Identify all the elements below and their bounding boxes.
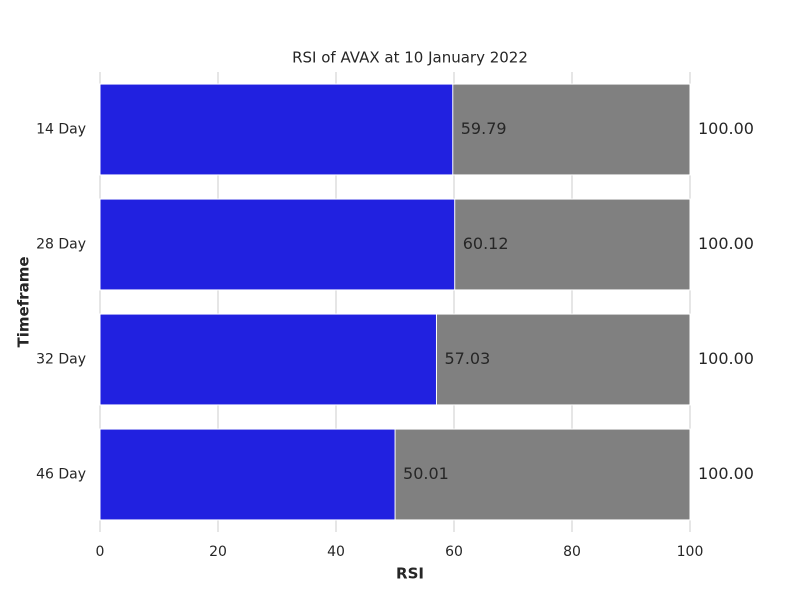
x-tick-label: 100 (677, 544, 704, 560)
bar (99, 198, 456, 291)
y-tick-label: 46 Day (36, 467, 86, 483)
y-tick-label: 28 Day (36, 237, 86, 253)
value-label: 60.12 (463, 234, 509, 253)
value-label: 59.79 (461, 119, 507, 138)
y-tick-label: 14 Day (36, 122, 86, 138)
y-axis-label: Timeframe (15, 256, 33, 347)
value-label: 57.03 (444, 349, 490, 368)
x-tick-label: 20 (209, 544, 227, 560)
bar (99, 428, 396, 521)
y-tick-label: 32 Day (36, 352, 86, 368)
x-tick-label: 40 (327, 544, 345, 560)
x-tick-label: 80 (563, 544, 581, 560)
chart-title: RSI of AVAX at 10 January 2022 (292, 49, 528, 67)
bar (99, 83, 454, 176)
value-label: 100.00 (698, 119, 754, 138)
value-label: 100.00 (698, 349, 754, 368)
value-label: 100.00 (698, 234, 754, 253)
x-tick-label: 0 (96, 544, 105, 560)
value-label: 50.01 (403, 464, 449, 483)
x-tick-label: 60 (445, 544, 463, 560)
value-label: 100.00 (698, 464, 754, 483)
x-axis-label: RSI (396, 565, 424, 583)
bar (99, 313, 437, 406)
